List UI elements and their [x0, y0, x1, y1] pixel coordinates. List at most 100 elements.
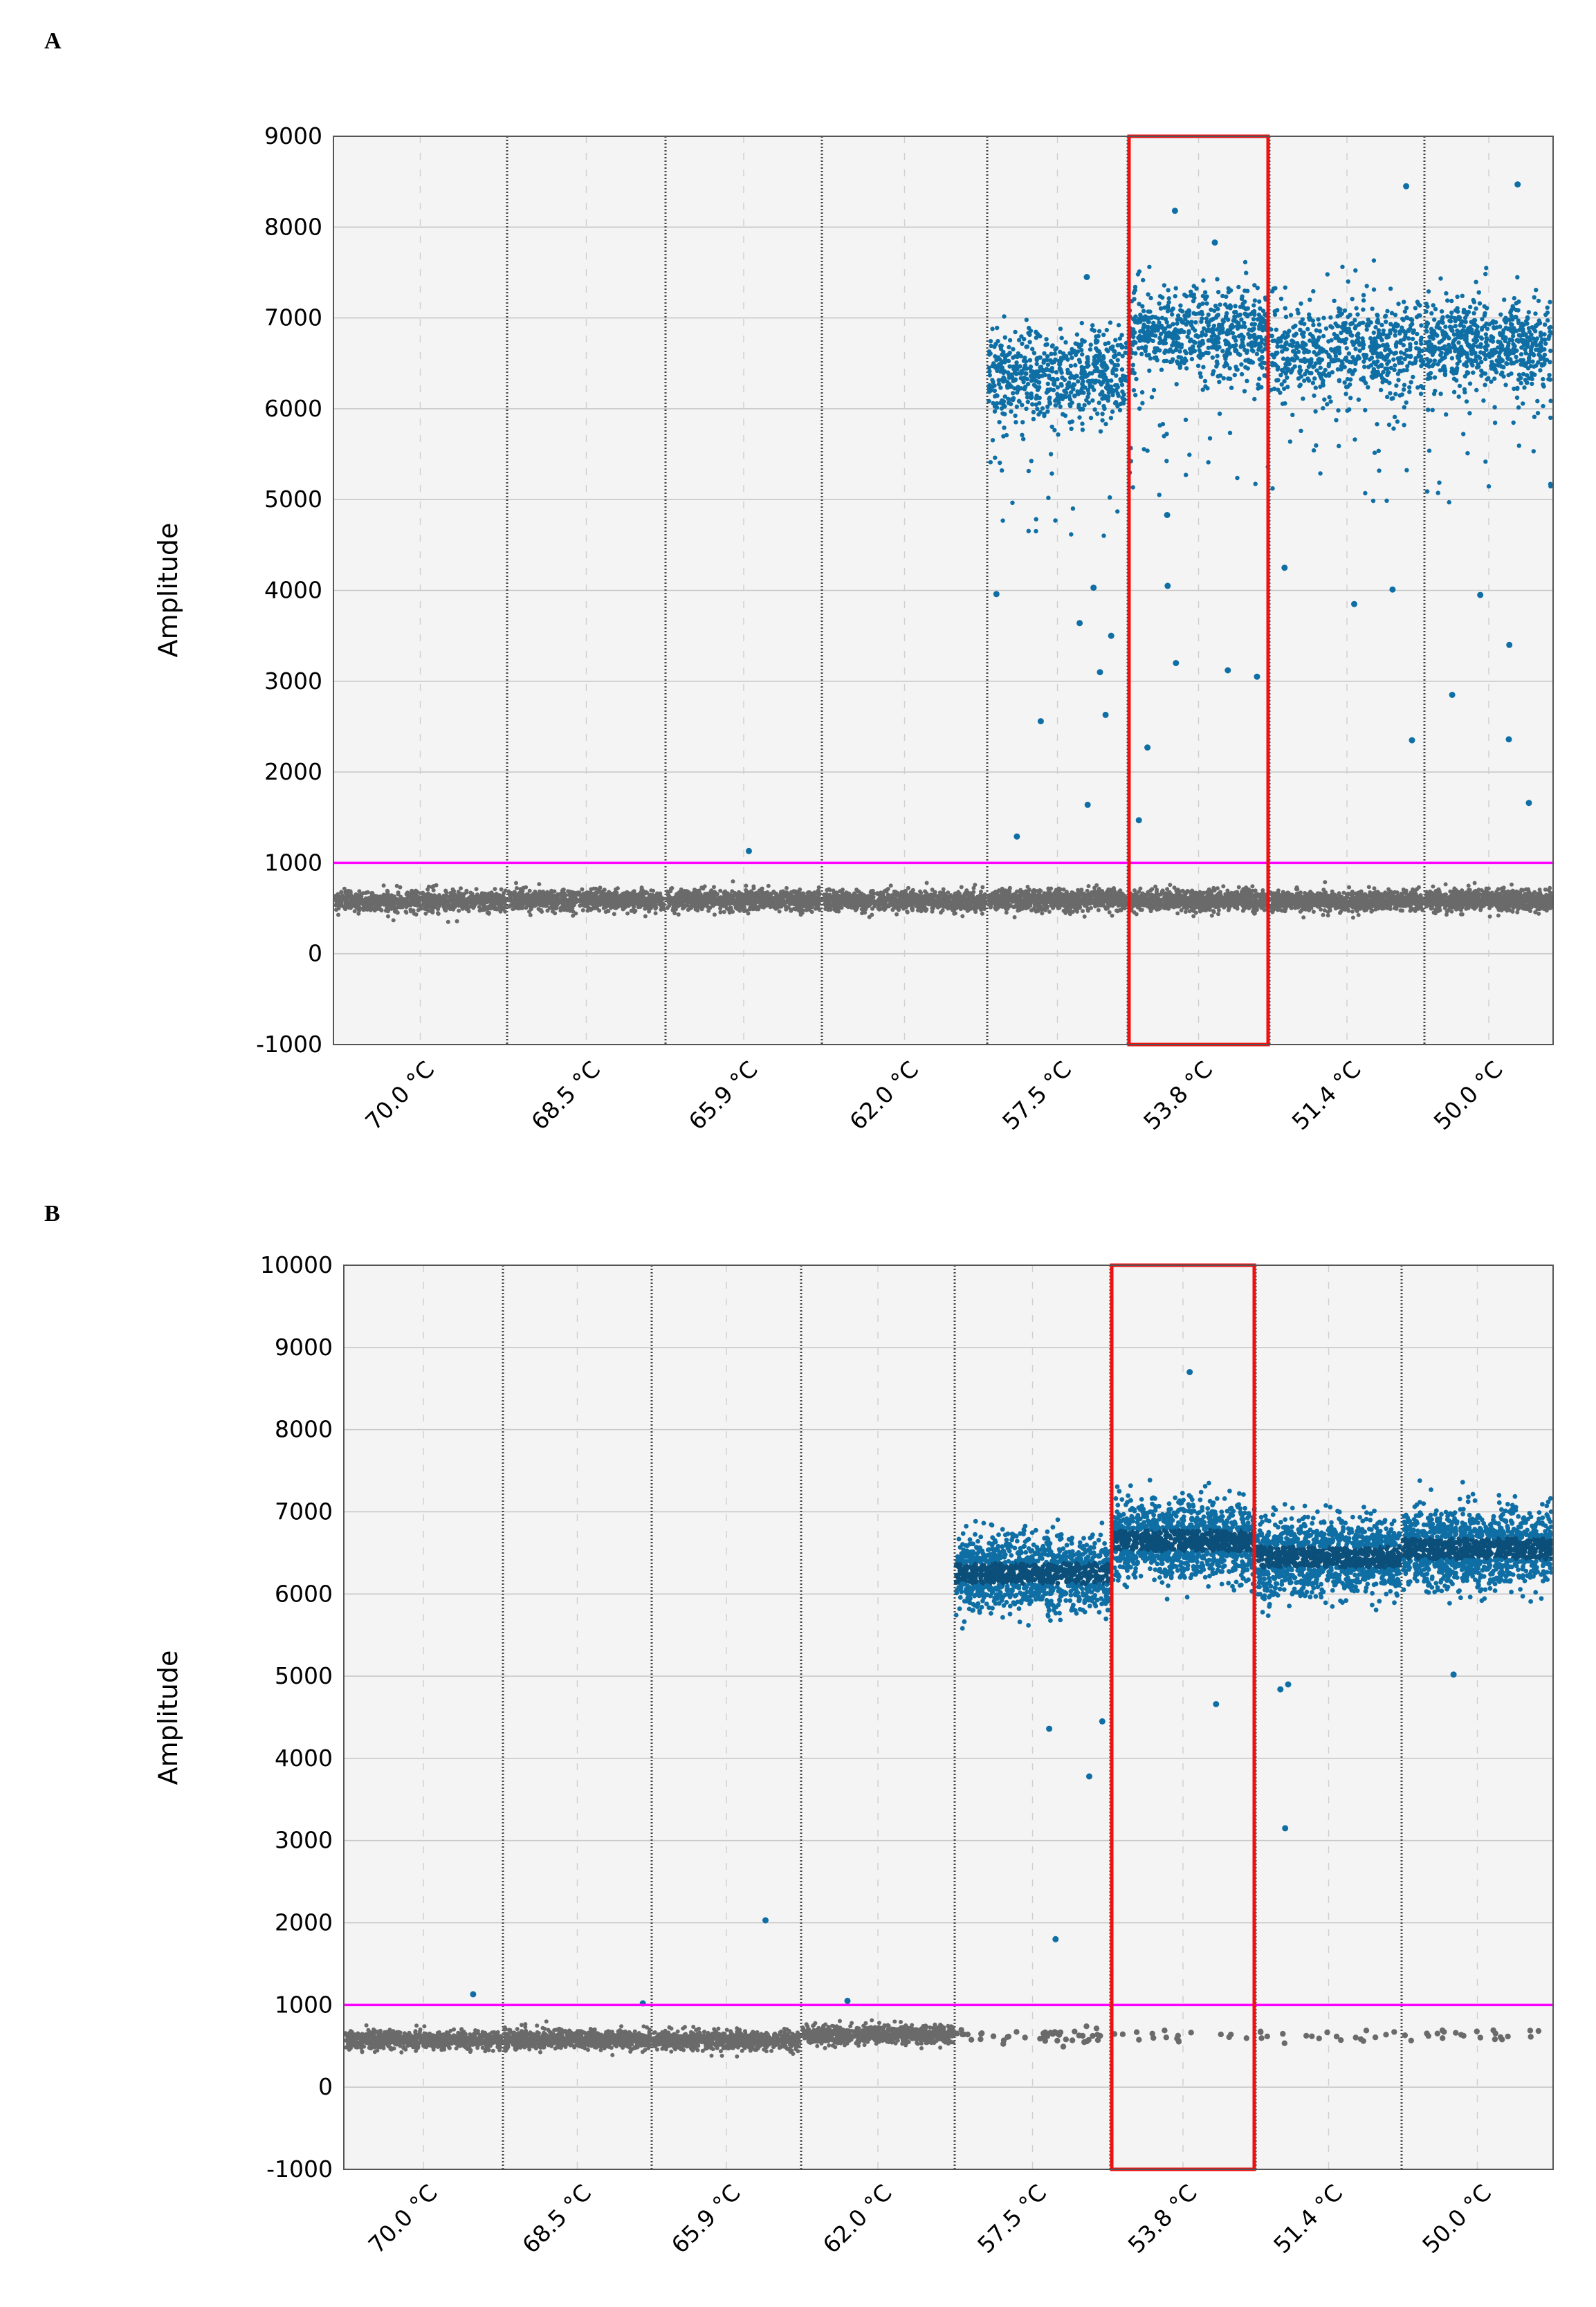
droplet-positive: [1042, 351, 1047, 356]
droplet-negative: [930, 909, 935, 914]
droplet-negative: [913, 898, 918, 903]
droplet-negative: [751, 884, 756, 889]
droplet-negative: [1045, 906, 1049, 910]
droplet-negative: [348, 890, 353, 895]
droplet-negative: [872, 904, 877, 909]
droplet-negative: [603, 892, 608, 897]
droplet-negative: [1006, 903, 1011, 908]
droplet-negative: [447, 903, 451, 908]
droplet-negative: [566, 889, 571, 894]
droplet-positive: [1011, 397, 1016, 403]
droplet-negative: [361, 908, 366, 912]
droplet-negative: [924, 908, 928, 913]
droplet-positive: [995, 325, 1000, 331]
droplet-negative: [953, 911, 957, 916]
droplet-negative: [594, 886, 598, 891]
droplet-negative: [365, 907, 370, 912]
droplet-negative: [953, 903, 958, 908]
droplet-negative: [1107, 910, 1112, 914]
droplet-negative: [386, 914, 390, 919]
droplet-negative: [854, 888, 859, 892]
droplet-negative: [593, 902, 598, 907]
droplet-negative: [589, 887, 594, 892]
droplet-negative: [908, 890, 913, 894]
droplet-positive: [1002, 335, 1008, 340]
droplet-negative: [980, 885, 985, 890]
droplet-negative: [915, 908, 920, 912]
droplet-negative: [1020, 902, 1025, 907]
droplet-negative: [1072, 905, 1076, 910]
droplet-positive: [1070, 347, 1074, 351]
droplet-negative: [426, 901, 431, 906]
droplet-positive: [1031, 351, 1037, 356]
droplet-negative: [1105, 906, 1110, 911]
droplet-negative: [484, 905, 488, 910]
droplet-negative: [578, 903, 583, 908]
droplet-negative: [839, 906, 844, 910]
droplet-negative: [609, 906, 614, 910]
droplet-negative: [627, 897, 632, 901]
droplet-negative: [548, 891, 553, 896]
droplet-positive: [1056, 432, 1061, 437]
droplet-negative: [1111, 889, 1116, 894]
droplet-negative: [971, 885, 976, 890]
droplet-negative: [834, 903, 839, 908]
droplet-negative: [704, 896, 709, 901]
droplet-negative: [423, 911, 428, 916]
droplet-negative: [924, 899, 928, 904]
droplet-negative: [1031, 898, 1036, 903]
droplet-negative: [815, 906, 820, 910]
droplet-negative: [944, 901, 949, 906]
droplet-negative: [1094, 892, 1099, 897]
droplet-negative: [730, 889, 735, 894]
droplet-negative: [798, 906, 802, 911]
droplet-negative: [612, 912, 616, 917]
droplet-negative: [764, 899, 769, 903]
droplet-negative: [1106, 895, 1110, 900]
droplet-positive: [1047, 396, 1052, 401]
droplet-positive: [1026, 529, 1031, 533]
droplet-positive: [1053, 518, 1058, 523]
droplet-negative: [452, 889, 457, 894]
droplet-negative: [552, 889, 557, 894]
panel-a-label: A: [44, 28, 62, 54]
droplet-negative: [816, 885, 821, 890]
droplet-negative: [1071, 892, 1076, 897]
droplet-negative: [850, 899, 855, 903]
droplet-negative: [733, 905, 738, 910]
droplet-negative: [468, 890, 473, 895]
droplet-positive: [1108, 416, 1114, 421]
droplet-negative: [773, 903, 778, 908]
droplet-negative: [845, 901, 850, 906]
droplet-negative: [501, 898, 506, 903]
droplet-positive: [1065, 357, 1070, 362]
droplet-negative: [699, 903, 704, 907]
droplet-negative: [690, 894, 695, 899]
droplet-negative: [448, 897, 452, 901]
droplet-positive: [1034, 330, 1039, 336]
droplet-negative: [573, 895, 578, 900]
droplet-negative: [613, 899, 618, 903]
droplet-negative: [987, 902, 991, 907]
droplet-negative: [1036, 897, 1040, 902]
droplet-negative: [822, 892, 827, 897]
droplet-negative: [459, 892, 464, 897]
droplet-negative: [621, 905, 625, 910]
droplet-negative: [618, 899, 623, 903]
droplet-positive: [1047, 401, 1053, 406]
droplet-negative: [679, 887, 684, 892]
droplet-negative: [381, 883, 386, 888]
droplet-negative: [382, 902, 386, 907]
droplet-negative: [603, 910, 608, 914]
droplet-positive: [1030, 347, 1035, 351]
droplet-negative: [1123, 894, 1128, 899]
droplet-positive: [1080, 428, 1085, 432]
droplet-negative: [515, 886, 519, 890]
droplet-negative: [744, 891, 749, 895]
droplet-negative: [773, 892, 778, 897]
droplet-positive: [1070, 356, 1074, 360]
droplet-negative: [771, 897, 776, 901]
droplet-negative: [655, 891, 659, 896]
droplet-negative: [751, 907, 755, 912]
droplet-positive: [1020, 432, 1025, 437]
